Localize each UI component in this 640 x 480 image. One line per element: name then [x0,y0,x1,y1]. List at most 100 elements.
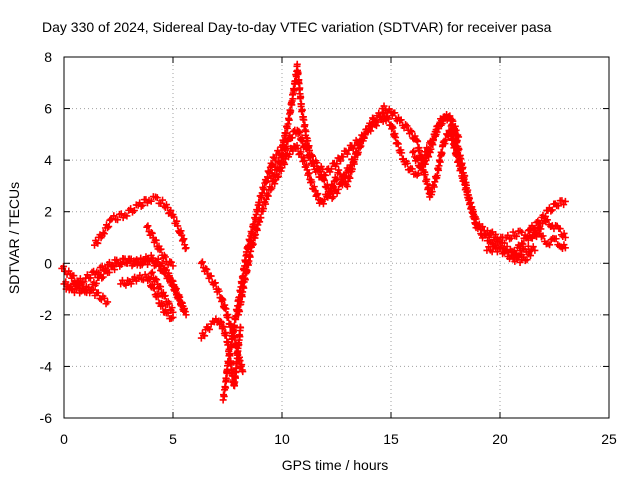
data-point [561,234,569,241]
data-point [519,240,527,248]
data-point [245,257,253,265]
data-point [548,206,556,214]
data-point [528,234,536,242]
data-point [308,178,316,186]
data-point [502,247,510,255]
data-point [104,298,112,306]
data-point [225,359,233,367]
data-point [169,308,177,316]
data-point [282,142,290,150]
series-arc-15 [409,113,463,170]
data-point [314,167,322,175]
data-point [554,202,562,210]
data-point [153,276,161,284]
data-point [297,93,305,101]
plot-frame [63,56,610,419]
data-point [182,244,190,252]
data-point [243,267,251,275]
data-point [222,384,230,392]
data-point [147,270,155,278]
data-point [305,169,313,177]
data-point [153,194,161,202]
data-point [492,230,500,238]
data-point [167,277,175,285]
data-point [457,165,465,173]
data-point [392,133,400,141]
data-point [350,158,358,166]
data-point [70,272,78,280]
data-point [294,70,302,78]
data-point [159,196,167,204]
data-point [145,258,153,266]
y-axis-label: SDTVAR / TECUs [6,182,22,294]
data-point [425,153,433,161]
data-point [167,207,175,215]
data-point [455,133,463,141]
data-point [451,143,459,151]
data-point [463,184,471,192]
data-point [407,127,415,135]
data-point [409,148,417,156]
data-point [421,171,429,179]
data-point [274,164,282,172]
data-point [313,191,321,199]
data-point [495,237,503,245]
series-arc-12 [267,126,362,202]
data-point [206,325,214,333]
data-point [513,232,521,240]
data-point [170,213,178,221]
data-point [180,235,188,243]
data-point [236,307,244,315]
data-point [500,239,508,247]
data-point [250,220,258,228]
data-point [398,149,406,157]
x-axis-label: GPS time / hours [282,457,389,473]
data-point [270,172,278,180]
data-point [110,212,118,220]
data-point [92,279,100,287]
data-point [403,122,411,130]
data-point [173,217,181,225]
data-point [167,258,175,266]
data-point [105,223,113,231]
data-point [317,171,325,179]
data-point [300,116,308,124]
data-point [169,262,177,270]
axis-ticks: 0 5 10 15 20 25 -6 -4 -2 0 2 4 6 8 [40,49,617,447]
data-point [94,239,102,247]
data-point [148,229,156,237]
data-point [154,255,162,263]
data-point [329,183,337,191]
data-point [219,296,227,304]
data-point [271,180,279,188]
data-point [357,142,365,150]
x-tick-label: 20 [492,431,508,447]
data-point [144,222,152,230]
data-point [438,120,446,128]
series-arc-14 [378,102,526,247]
data-point [396,117,404,125]
data-point [87,286,95,294]
data-point [104,224,112,232]
data-point [203,265,211,273]
data-point [127,205,135,213]
data-point [561,244,569,252]
data-point [226,350,234,358]
data-point [105,258,113,266]
data-point [529,243,537,251]
data-point [556,225,564,233]
data-point [252,231,260,239]
data-point [157,283,165,291]
data-point [152,236,160,244]
data-point [277,160,285,168]
data-point [449,134,457,142]
data-point [98,274,106,282]
data-point [198,258,206,266]
data-point [329,182,337,190]
data-point [531,246,539,254]
data-point [452,126,460,134]
data-point [249,240,257,248]
data-point [137,254,145,262]
series-arc-7 [147,268,177,316]
data-point [296,128,304,136]
